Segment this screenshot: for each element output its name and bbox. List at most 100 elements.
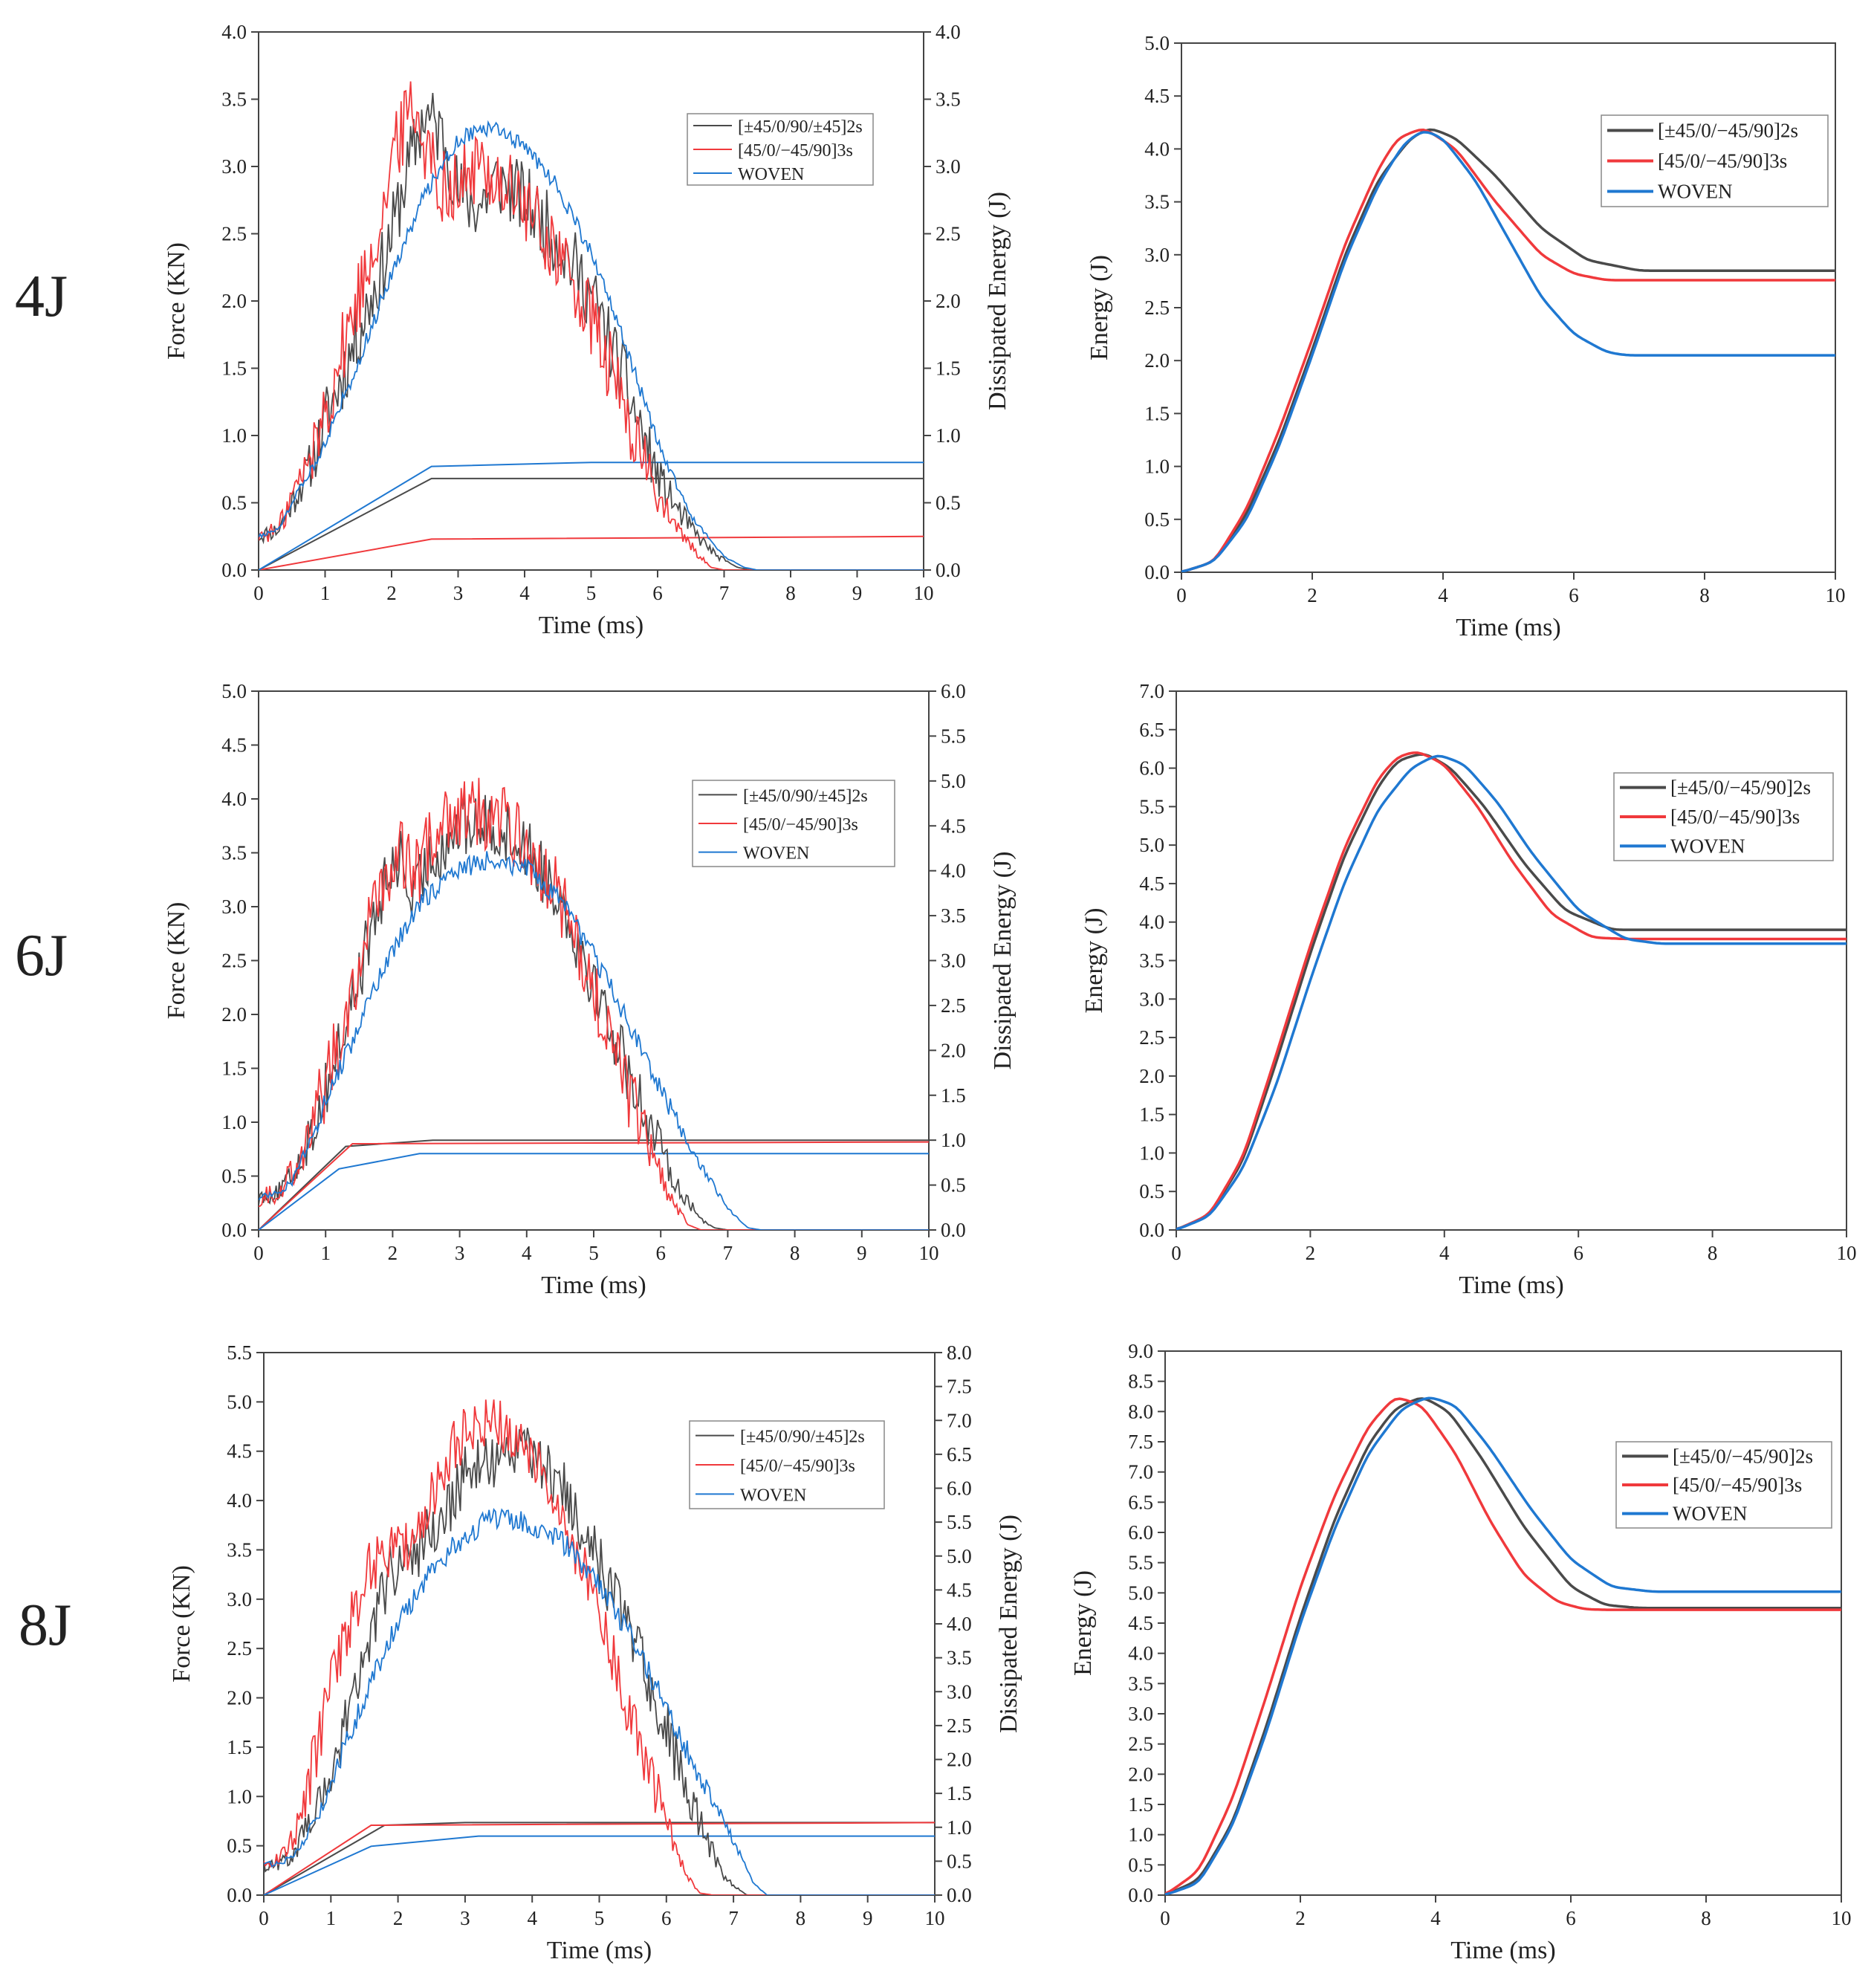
y-tick-label: 5.5: [227, 1341, 252, 1364]
force-line-blue: [259, 120, 924, 570]
y-right-tick-label: 3.5: [947, 1647, 972, 1669]
x-tick-label: 5: [589, 1242, 599, 1264]
legend-label: WOVEN: [1658, 181, 1732, 203]
y-tick-label: 1.5: [1144, 402, 1170, 424]
plot-area: [1181, 128, 1835, 572]
y-tick-label: 4.5: [221, 734, 247, 757]
y-axis-title: Force (KN): [163, 902, 190, 1020]
y-tick-label: 0.5: [1139, 1180, 1164, 1202]
x-tick-label: 8: [790, 1242, 800, 1264]
y-tick-label: 5.0: [1144, 32, 1170, 54]
legend-label: WOVEN: [738, 165, 804, 184]
x-tick-label: 8: [785, 582, 796, 604]
plot-area: [259, 81, 924, 570]
y-tick-label: 3.5: [221, 842, 247, 864]
y-right-axis-title: Dissipated Energy (J): [984, 192, 1011, 410]
row-label-4J: 4J: [15, 264, 68, 329]
y-tick-label: 2.0: [1139, 1065, 1164, 1087]
x-tick-label: 8: [1701, 1907, 1711, 1929]
chart-energy-8J: 0 2 4 6 8 10 0.0 0.5 1.0 1.5 2.0 2.5 3.0 3.5 4.0 4.5 5.0…: [1069, 1340, 1852, 1964]
y-tick-label: 1.5: [1128, 1793, 1153, 1816]
legend-label: [45/0/−45/90]3s: [1670, 806, 1800, 828]
y-tick-label: 4.5: [1139, 872, 1164, 895]
y-axis-title: Energy (J): [1069, 1570, 1097, 1676]
legend-label: [45/0/−45/90]3s: [743, 815, 858, 835]
x-tick-label: 5: [586, 582, 597, 604]
y-tick-label: 3.5: [1144, 191, 1170, 213]
y-right-tick-label: 0.0: [936, 559, 961, 581]
x-tick-label: 4: [1438, 584, 1448, 606]
y-tick-label: 6.5: [1128, 1491, 1153, 1513]
legend-label: WOVEN: [740, 1486, 806, 1505]
y-right-tick-label: 2.0: [936, 290, 961, 312]
energy-line-red: [259, 1141, 929, 1230]
y-tick-label: 7.0: [1128, 1461, 1153, 1483]
y-right-tick-label: 0.0: [941, 1219, 966, 1241]
x-tick-label: 10: [1837, 1242, 1857, 1264]
x-tick-label: 2: [393, 1907, 403, 1929]
x-tick-label: 10: [1832, 1907, 1852, 1929]
y-right-tick-label: 4.0: [936, 21, 961, 43]
x-tick-label: 2: [1307, 584, 1317, 606]
y-tick-label: 2.5: [221, 950, 247, 972]
energy-curve-red: [1176, 751, 1847, 1230]
x-tick-label: 7: [728, 1907, 739, 1929]
y-right-tick-label: 5.5: [947, 1511, 972, 1533]
y-right-tick-label: 1.5: [947, 1782, 972, 1804]
y-right-tick-label: 0.5: [936, 492, 961, 514]
x-tick-label: 2: [1295, 1907, 1306, 1929]
x-tick-label: 9: [852, 582, 863, 604]
y-tick-label: 3.5: [1128, 1672, 1153, 1694]
y-tick-label: 2.5: [1144, 297, 1170, 319]
y-tick-label: 4.0: [1139, 911, 1164, 933]
energy-curve-black: [1181, 128, 1835, 572]
y-right-tick-label: 1.0: [936, 424, 961, 447]
x-tick-label: 9: [863, 1907, 873, 1929]
y-tick-label: 0.5: [221, 1165, 247, 1188]
force-line-black: [259, 93, 924, 570]
legend-label: [45/0/−45/90]3s: [1658, 150, 1787, 172]
y-tick-label: 1.0: [1128, 1824, 1153, 1846]
chart-energy-4J: 0 2 4 6 8 10 0.0 0.5 1.0 1.5 2.0 2.5 3.0 3.5 4.0 4.5 5.0…: [1086, 32, 1846, 641]
y-right-tick-label: 2.5: [947, 1715, 972, 1737]
x-tick-label: 0: [1176, 584, 1187, 606]
x-tick-label: 6: [652, 582, 663, 604]
y-right-tick-label: 3.0: [936, 155, 961, 178]
y-tick-label: 5.5: [1128, 1552, 1153, 1574]
x-tick-label: 4: [1430, 1907, 1441, 1929]
x-tick-label: 3: [460, 1907, 470, 1929]
y-tick-label: 0.5: [221, 492, 247, 514]
energy-curve-blue: [1165, 1396, 1841, 1895]
x-tick-label: 8: [796, 1907, 806, 1929]
legend: [±45/0/−45/90]2s [45/0/−45/90]3s WOVEN: [1613, 772, 1834, 861]
energy-line-red: [259, 535, 924, 570]
y-tick-label: 2.0: [221, 1003, 247, 1026]
x-axis-title: Time (ms): [1459, 1272, 1563, 1299]
y-tick-label: 7.5: [1128, 1431, 1153, 1453]
x-axis-title: Time (ms): [547, 1937, 652, 1964]
y-right-tick-label: 3.0: [941, 950, 966, 972]
legend-label: [±45/0/90/±45]2s: [740, 1428, 865, 1447]
energy-line-red: [264, 1822, 935, 1895]
energy-line-blue: [259, 462, 924, 570]
y-tick-label: 2.5: [221, 223, 247, 245]
y-right-tick-label: 4.5: [941, 815, 966, 837]
y-tick-label: 6.5: [1139, 719, 1164, 741]
y-right-tick-label: 5.5: [941, 725, 966, 747]
x-tick-label: 8: [1708, 1242, 1718, 1264]
legend: [±45/0/−45/90]2s [45/0/−45/90]3s WOVEN: [1601, 114, 1829, 207]
y-tick-label: 0.5: [1144, 508, 1170, 531]
y-tick-label: 3.0: [1128, 1703, 1153, 1725]
y-tick-label: 1.5: [1139, 1104, 1164, 1126]
y-tick-label: 0.0: [1139, 1219, 1164, 1241]
x-tick-label: 2: [1306, 1242, 1316, 1264]
chart-force-4J: 0 1 2 3 4 5 6 7 8 9 100.00.51.01.52.02.53.03.54.00…: [163, 21, 1011, 639]
x-axis-title: Time (ms): [541, 1272, 646, 1299]
x-tick-label: 1: [326, 1907, 337, 1929]
y-right-tick-label: 7.5: [947, 1376, 972, 1398]
y-axis-title: Energy (J): [1086, 255, 1113, 360]
y-tick-label: 2.0: [227, 1687, 252, 1709]
x-tick-label: 3: [455, 1242, 465, 1264]
y-axis-title: Force (KN): [168, 1565, 195, 1683]
